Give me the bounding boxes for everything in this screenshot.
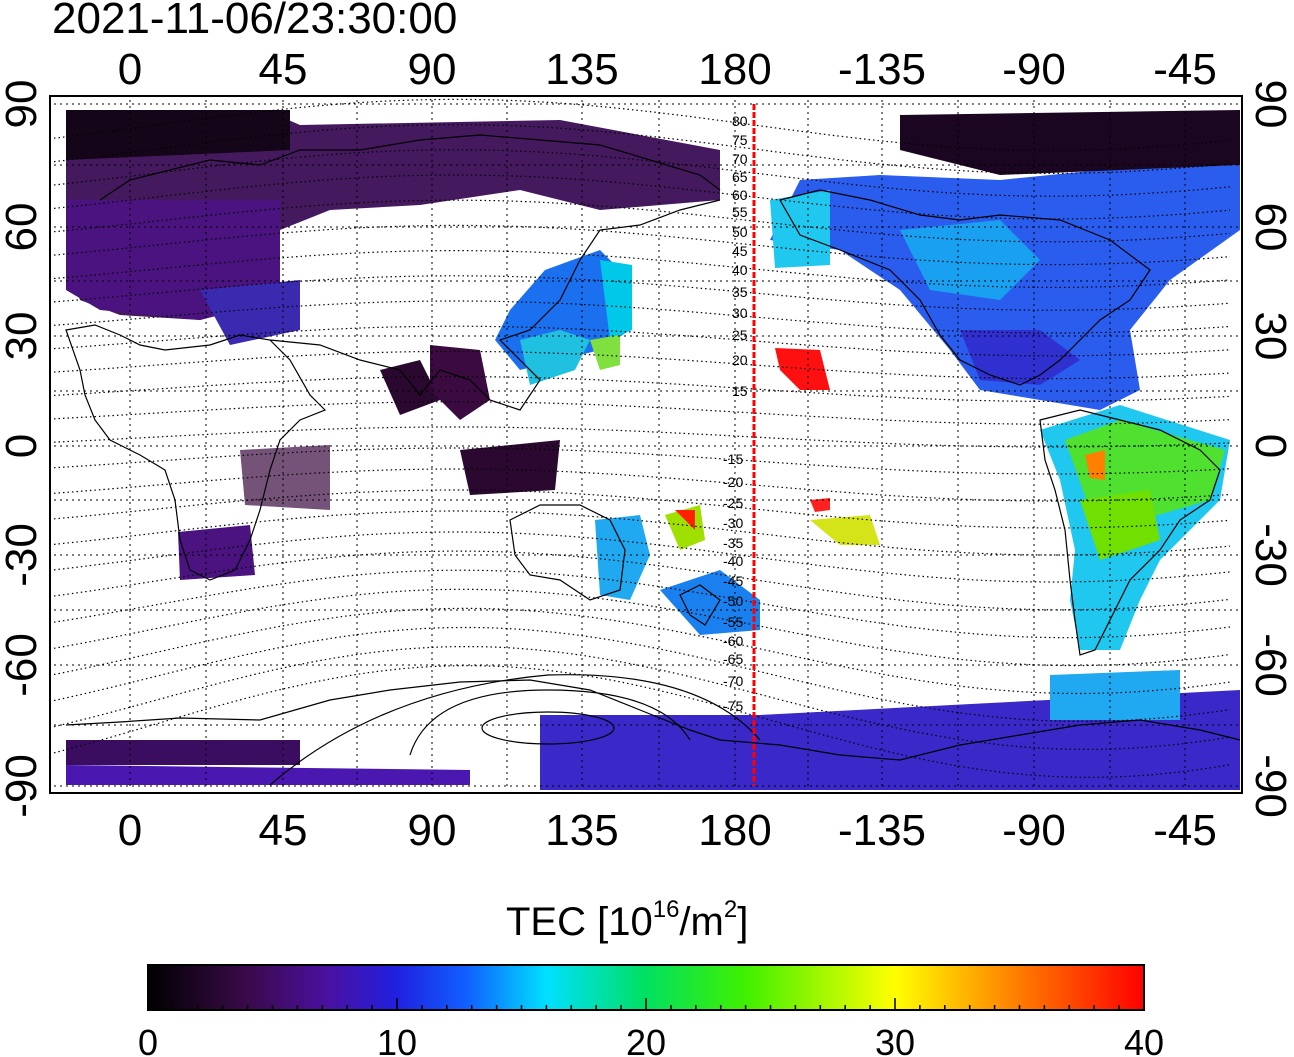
lon-tick-bottom: 135	[545, 806, 618, 855]
contour-label: 75	[732, 132, 748, 148]
contour-label: -55	[723, 614, 743, 630]
colorbar-title-end: ]	[737, 900, 749, 944]
lon-tick-bottom: 180	[698, 806, 771, 855]
lon-tick-top: -45	[1153, 45, 1217, 94]
map-grid	[54, 100, 1238, 790]
contour-label: 60	[732, 187, 748, 203]
lat-tick-right: -90	[1246, 754, 1294, 818]
colorbar-title: TEC [1016/m2]	[506, 896, 749, 945]
lat-tick-right: -60	[1246, 633, 1294, 697]
lon-tick-bottom: 45	[259, 806, 308, 855]
colorbar-title-unit: /m	[679, 900, 724, 944]
lon-tick-top: 0	[118, 45, 142, 94]
contour-label: -15	[723, 451, 743, 467]
lon-tick-top: 45	[259, 45, 308, 94]
lon-tick-bottom: 0	[118, 806, 142, 855]
map-timestamp: 2021-11-06/23:30:00	[52, 0, 458, 43]
lat-tick-right: 30	[1246, 312, 1294, 361]
lat-tick-right: 60	[1246, 203, 1294, 252]
contour-label: 65	[732, 169, 748, 185]
lon-tick-bottom: -135	[838, 806, 926, 855]
lat-tick-left: -30	[0, 523, 46, 587]
contour-label: -75	[723, 698, 743, 714]
lon-tick-bottom: 90	[408, 806, 457, 855]
axis-labels: 0045459090135135180180-135-135-90-90-45-…	[0, 45, 1294, 855]
colorbar-tick-label: 40	[1124, 1022, 1164, 1057]
colorbar-title-unit-exponent: 2	[723, 896, 738, 923]
contour-label: -60	[723, 633, 743, 649]
lon-tick-bottom: -45	[1153, 806, 1217, 855]
lat-tick-left: 90	[0, 80, 46, 129]
contour-label: 40	[732, 262, 748, 278]
contour-label: -45	[723, 573, 743, 589]
colorbar-ticks: 0 10 20 30 40	[138, 998, 1164, 1057]
contour-label: 50	[732, 224, 748, 240]
colorbar-title-exponent: 16	[652, 896, 680, 923]
map-frame	[49, 95, 1243, 794]
lat-tick-left: 0	[0, 434, 46, 458]
contour-label: -65	[723, 651, 743, 667]
lat-tick-left: 60	[0, 203, 46, 252]
lat-tick-left: -60	[0, 633, 46, 697]
contour-label: 55	[732, 204, 748, 220]
colorbar-tick-label: 30	[875, 1022, 915, 1057]
contour-label: -50	[723, 593, 743, 609]
lon-tick-top: 135	[545, 45, 618, 94]
contour-label: 35	[732, 284, 748, 300]
contour-label: 70	[732, 151, 748, 167]
contour-label: 80	[732, 113, 748, 129]
colorbar-tick-label: 20	[626, 1022, 666, 1057]
colorbar-tick-label: 0	[138, 1022, 158, 1057]
contour-label: -30	[723, 515, 743, 531]
lon-tick-top: -135	[838, 45, 926, 94]
contour-label: -25	[723, 495, 743, 511]
lon-tick-top: 180	[698, 45, 771, 94]
lon-tick-bottom: -90	[1002, 806, 1066, 855]
contour-label: 45	[732, 243, 748, 259]
contour-label: -40	[723, 553, 743, 569]
contour-label: -35	[723, 535, 743, 551]
coastlines	[65, 134, 1241, 761]
contour-label: -20	[723, 474, 743, 490]
lat-tick-right: 0	[1246, 434, 1294, 458]
colorbar-title-main: TEC [10	[506, 900, 653, 944]
contour-label: 20	[732, 352, 748, 368]
lat-tick-left: -90	[0, 754, 46, 818]
lat-tick-right: 90	[1246, 80, 1294, 129]
lat-tick-right: -30	[1246, 523, 1294, 587]
contour-label: 15	[732, 383, 748, 399]
colorbar-tick-label: 10	[377, 1022, 417, 1057]
contour-label: 30	[732, 305, 748, 321]
contour-label: 25	[732, 327, 748, 343]
lon-tick-top: 90	[408, 45, 457, 94]
contour-label: -70	[723, 673, 743, 689]
lat-tick-left: 30	[0, 312, 46, 361]
lon-tick-top: -90	[1002, 45, 1066, 94]
